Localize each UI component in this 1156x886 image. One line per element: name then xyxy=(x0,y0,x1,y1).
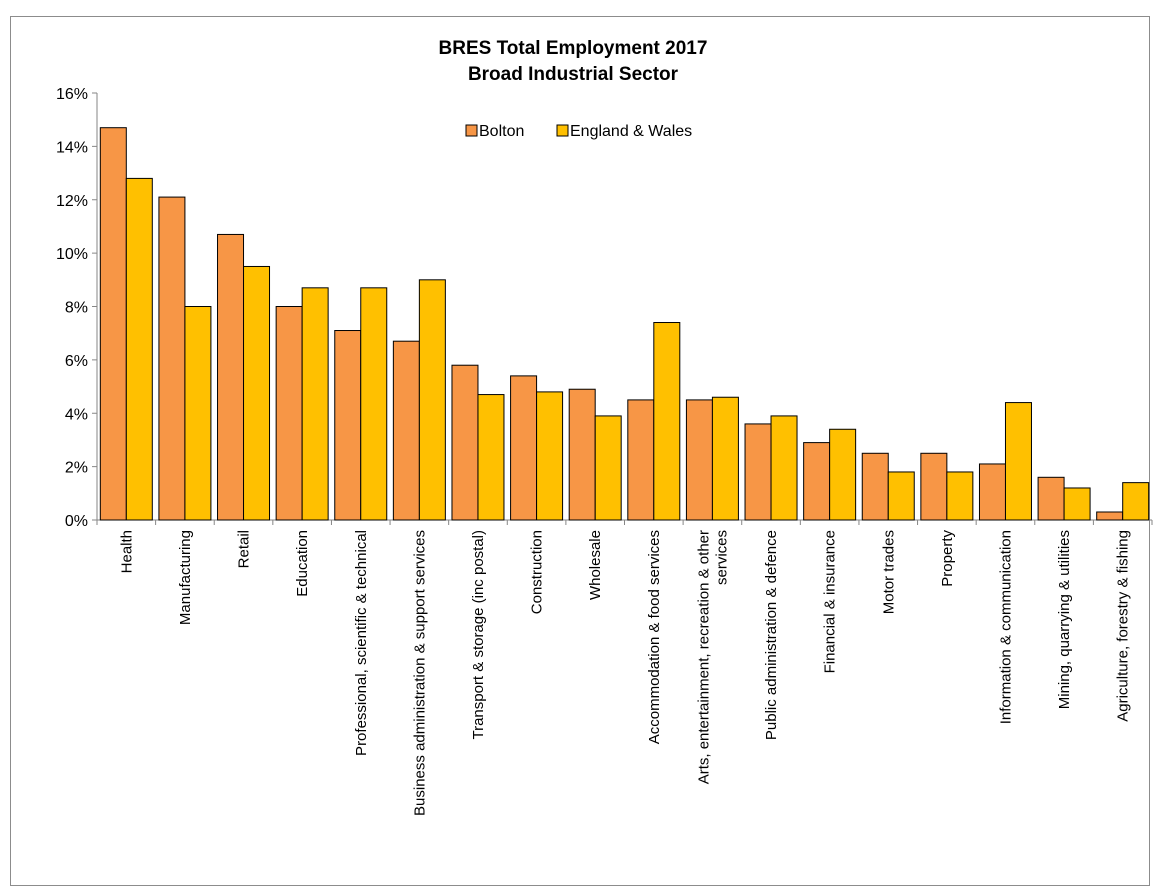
category-labels: Health Manufacturing Retail Education Profes… xyxy=(118,530,1131,816)
bars xyxy=(99,127,1150,521)
category-label: Mining, quarrying & utilities xyxy=(1056,530,1073,709)
category-label: Professional, scientific & technical xyxy=(353,530,370,756)
bar-england-wales xyxy=(1122,482,1150,521)
category-label-line: Business administration & support servic… xyxy=(411,530,428,816)
bar-england-wales xyxy=(1004,402,1032,521)
legend-label-england-wales: England & Wales xyxy=(570,123,692,140)
legend-swatch-bolton xyxy=(465,124,478,137)
category-label-line: Arts, entertainment, recreation & other xyxy=(695,530,712,784)
category-label: Wholesale xyxy=(587,530,604,600)
category-label: Construction xyxy=(529,530,546,614)
y-tick-label: 2% xyxy=(65,460,88,477)
category-label-line: Motor trades xyxy=(880,530,897,614)
category-label-line: Agriculture, forestry & fishing xyxy=(1115,530,1132,722)
legend: Bolton England & Wales xyxy=(465,123,692,140)
category-label-line: services xyxy=(713,530,730,585)
bar-england-wales xyxy=(477,394,505,521)
chart-title: BRES Total Employment 2017 xyxy=(439,38,708,59)
category-label: Transport & storage (inc postal) xyxy=(470,530,487,740)
y-tick-label: 16% xyxy=(56,86,88,103)
bar-bolton xyxy=(510,375,538,521)
bar-england-wales xyxy=(946,471,974,521)
bar-england-wales xyxy=(653,322,681,521)
bar-bolton xyxy=(920,452,948,521)
bar-england-wales xyxy=(594,415,622,521)
category-label: Retail xyxy=(236,530,253,568)
bar-bolton xyxy=(99,127,127,521)
bar-bolton xyxy=(217,233,245,521)
category-label: Motor trades xyxy=(880,530,897,614)
y-tick-label: 4% xyxy=(65,406,88,423)
category-label-line: Information & communication xyxy=(997,530,1014,724)
bar-bolton xyxy=(978,463,1006,521)
bar-bolton xyxy=(334,330,362,521)
category-label-line: Construction xyxy=(529,530,546,614)
bar-england-wales xyxy=(829,428,857,521)
y-tick-label: 14% xyxy=(56,139,88,156)
category-label-line: Financial & insurance xyxy=(822,530,839,673)
category-label-line: Public administration & defence xyxy=(763,530,780,740)
bar-bolton xyxy=(275,306,303,521)
bar-england-wales xyxy=(184,306,212,521)
bar-england-wales xyxy=(301,287,329,521)
category-label-line: Mining, quarrying & utilities xyxy=(1056,530,1073,709)
category-label: Arts, entertainment, recreation & other s… xyxy=(695,530,730,784)
bar-bolton xyxy=(861,452,889,521)
category-label: Business administration & support servic… xyxy=(411,530,428,816)
bar-bolton xyxy=(627,399,655,521)
category-label-line: Property xyxy=(939,530,956,587)
category-label: Accommodation & food services xyxy=(646,530,663,744)
bar-bolton xyxy=(685,399,713,521)
bar-bolton xyxy=(392,340,420,521)
axes: 0% 2% 4% 6% 8% 10% 12% 14% 16% xyxy=(56,86,1153,530)
y-tick-label: 10% xyxy=(56,246,88,263)
bar-england-wales xyxy=(536,391,564,521)
category-label: Manufacturing xyxy=(177,530,194,625)
category-label: Information & communication xyxy=(997,530,1014,724)
bar-england-wales xyxy=(887,471,915,521)
bar-england-wales xyxy=(243,265,271,521)
bar-bolton xyxy=(568,388,596,521)
bar-bolton xyxy=(451,364,479,521)
category-label: Health xyxy=(118,530,135,573)
bar-bolton xyxy=(744,423,772,521)
chart-subtitle: Broad Industrial Sector xyxy=(468,64,679,85)
category-label: Education xyxy=(294,530,311,597)
bar-bolton xyxy=(803,442,831,521)
category-label: Property xyxy=(939,530,956,587)
bar-england-wales xyxy=(770,415,798,521)
bar-bolton xyxy=(1096,511,1124,521)
category-label-line: Manufacturing xyxy=(177,530,194,625)
bar-bolton xyxy=(158,196,186,521)
bar-england-wales xyxy=(711,396,739,521)
bar-england-wales xyxy=(125,177,153,521)
legend-swatch-england-wales xyxy=(556,124,569,137)
bar-england-wales xyxy=(360,287,388,521)
legend-label-bolton: Bolton xyxy=(479,123,524,140)
category-label-line: Professional, scientific & technical xyxy=(353,530,370,756)
category-label-line: Wholesale xyxy=(587,530,604,600)
y-tick-label: 0% xyxy=(65,513,88,530)
y-tick-label: 8% xyxy=(65,300,88,317)
y-tick-label: 12% xyxy=(56,193,88,210)
category-label-line: Accommodation & food services xyxy=(646,530,663,744)
category-label: Financial & insurance xyxy=(822,530,839,673)
category-label-line: Education xyxy=(294,530,311,597)
category-label-line: Health xyxy=(118,530,135,573)
y-tick-label: 6% xyxy=(65,353,88,370)
bar-england-wales xyxy=(418,279,446,521)
category-label: Public administration & defence xyxy=(763,530,780,740)
bar-bolton xyxy=(1037,476,1065,521)
bar-england-wales xyxy=(1063,487,1091,521)
category-label-line: Retail xyxy=(236,530,253,568)
category-label-line: Transport & storage (inc postal) xyxy=(470,530,487,740)
category-label: Agriculture, forestry & fishing xyxy=(1115,530,1132,722)
